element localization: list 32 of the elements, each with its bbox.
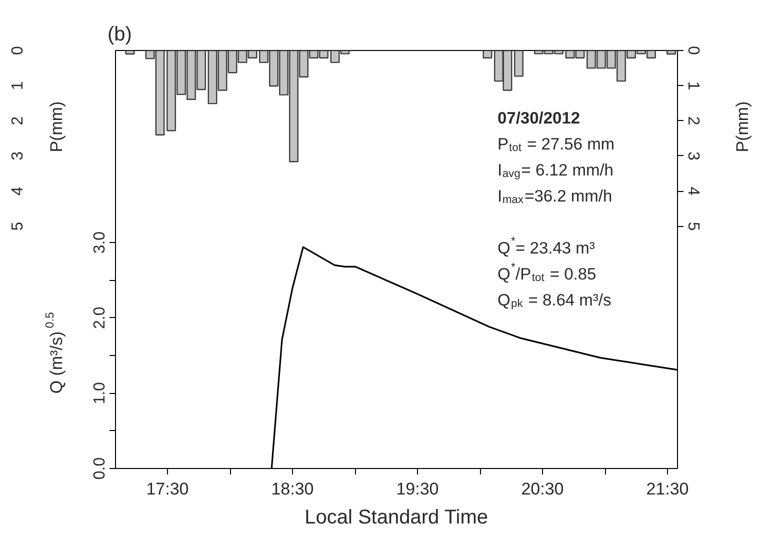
y2-axis-title: P(mm): [733, 101, 752, 152]
y3-tick-label: 0: [10, 46, 26, 55]
x-tick-label: 18:30: [271, 480, 314, 498]
y2-tick-label: 3: [684, 152, 702, 161]
bar: [514, 50, 524, 77]
y-tick-label: 3.0: [92, 231, 108, 254]
y-tick-label: 2.0: [92, 306, 108, 329]
x-tick-label: 20:30: [521, 480, 564, 498]
x-tick-label: 19:30: [396, 480, 439, 498]
chart-title: (b): [108, 24, 132, 46]
y-axis-title: Q (m³/s)0.5: [43, 312, 66, 394]
y-tick-label: 1.0: [92, 382, 108, 404]
y-tick-label: 0.0: [92, 457, 108, 480]
y3-tick-label: 5: [10, 222, 26, 231]
y2-tick-label: 2: [684, 116, 702, 126]
x-tick-label: 17:30: [146, 480, 189, 498]
y3-axis-title: P(mm): [47, 101, 66, 152]
annotation: Q*= 23.43 m³: [498, 236, 596, 258]
y3-tick-label: 2: [10, 116, 26, 126]
y2-tick-label: 1: [684, 81, 702, 90]
x-tick-label: 21:30: [646, 480, 689, 498]
y2-tick-label: 5: [684, 222, 702, 231]
bar: [482, 50, 492, 58]
y2-tick-label: 4: [684, 186, 702, 196]
y3-tick-label: 3: [10, 151, 26, 160]
bar: [125, 50, 135, 55]
x-axis-title: Local Standard Time: [304, 506, 488, 528]
annotation: 07/30/2012: [498, 110, 580, 128]
y3-tick-label: 1: [10, 81, 26, 90]
bar: [666, 50, 676, 55]
y2-tick-label: 0: [684, 46, 702, 56]
y3-tick-label: 4: [10, 186, 26, 196]
